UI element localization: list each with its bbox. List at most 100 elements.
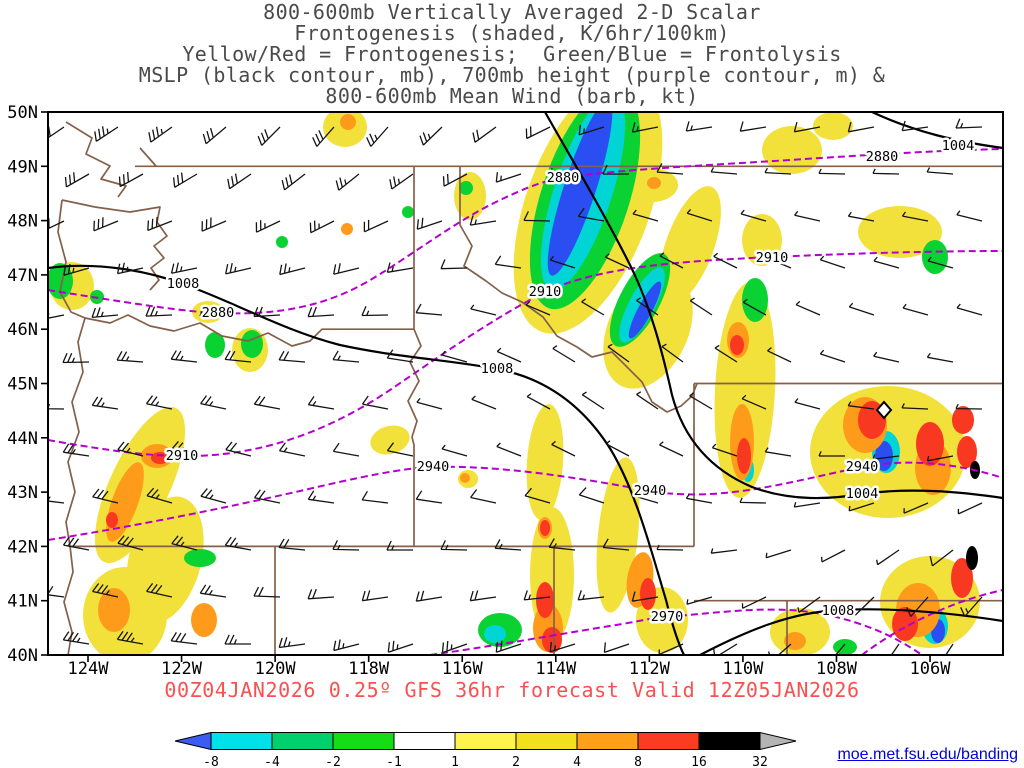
shade-region xyxy=(833,639,857,655)
shade-region xyxy=(547,112,613,276)
wind-barb xyxy=(307,396,335,410)
wind-barb xyxy=(577,590,605,601)
wind-barb xyxy=(441,444,468,457)
wind-barb xyxy=(821,549,846,563)
wind-barb xyxy=(278,637,306,649)
colorbar-segment xyxy=(271,732,334,750)
wind-barb xyxy=(551,440,576,457)
wind-barb xyxy=(332,350,360,363)
wind-barb xyxy=(361,490,389,504)
lat-tick-label: 48N xyxy=(7,212,38,232)
wind-barb xyxy=(581,298,605,316)
title-line-1: 800-600mb Vertically Averaged 2-D Scalar xyxy=(263,0,761,24)
wind-barb xyxy=(636,297,659,316)
wind-barb xyxy=(146,487,173,504)
wind-barb xyxy=(794,398,821,410)
wind-barb xyxy=(872,168,900,175)
wind-barb xyxy=(819,349,846,363)
wind-barb xyxy=(876,549,900,566)
wind-barb xyxy=(710,548,738,554)
wind-barb xyxy=(901,211,929,222)
wind-barb xyxy=(714,344,738,363)
wind-barb xyxy=(257,126,281,146)
wind-barb xyxy=(926,455,954,462)
wind-barb xyxy=(602,164,630,175)
wind-barb xyxy=(225,441,252,457)
forecast-validity-text: 00Z04JAN2026 0.25º GFS 36hr forecast Val… xyxy=(164,678,860,702)
shade-region xyxy=(742,214,782,266)
wind-barb xyxy=(658,643,684,655)
lon-tick-label: 106W xyxy=(910,659,952,679)
wind-barb xyxy=(278,350,306,363)
mslp-contour xyxy=(871,112,1003,150)
wind-barb xyxy=(145,395,173,410)
height-contour-label: 2910 xyxy=(756,250,789,266)
lat-tick-label: 45N xyxy=(7,375,38,395)
wind-barb xyxy=(281,173,306,191)
wind-barb xyxy=(332,442,360,457)
wind-barb xyxy=(361,590,389,602)
shade-region xyxy=(647,177,661,189)
wind-barb xyxy=(470,304,497,316)
shade-region xyxy=(966,546,978,570)
wind-barb xyxy=(278,538,306,551)
wind-barb xyxy=(48,313,65,319)
mslp-contour-label: 1008 xyxy=(167,276,200,292)
map-axes: 50N 49N 48N 47N 46N 45N 44N 43N 42N 41N 40N 124W 122… xyxy=(7,103,951,679)
wind-barb xyxy=(656,163,684,175)
wind-barb xyxy=(332,540,360,551)
height-contour xyxy=(48,250,1003,458)
shade-region xyxy=(737,438,751,474)
shade-region xyxy=(640,578,656,610)
wind-barb xyxy=(927,256,954,269)
wind-barb xyxy=(901,120,929,132)
wind-barb xyxy=(471,395,497,410)
wind-barb xyxy=(872,454,900,460)
colorbar-legend: -8 -4 -2 -1 1 2 4 8 16 32 xyxy=(174,731,797,768)
wind-barb xyxy=(956,303,983,316)
lon-tick-label: 118W xyxy=(348,659,390,679)
wind-barb xyxy=(386,540,413,551)
wind-barb xyxy=(307,306,335,318)
shade-region xyxy=(106,512,118,528)
lon-tick-label: 110W xyxy=(722,659,764,679)
wind-barb xyxy=(957,502,983,515)
wind-barb xyxy=(333,263,360,275)
coastline xyxy=(57,199,86,655)
shade-region xyxy=(370,425,410,455)
wind-barb xyxy=(118,172,144,188)
lon-tick-label: 120W xyxy=(255,659,297,679)
shade-region xyxy=(276,236,288,248)
wind-barb xyxy=(416,217,443,230)
wind-barb xyxy=(739,497,767,504)
colorbar-segment xyxy=(576,732,639,750)
wind-barb xyxy=(906,596,929,617)
colorbar-segment xyxy=(637,732,700,750)
wind-barb xyxy=(200,395,227,410)
wind-barb xyxy=(386,262,414,273)
wind-barb xyxy=(202,126,227,145)
wind-barb xyxy=(48,218,65,230)
height-contour xyxy=(429,608,923,655)
shade-region xyxy=(459,181,473,195)
wind-barb xyxy=(764,447,792,457)
mslp-contours xyxy=(48,112,1003,655)
wind-barb xyxy=(739,121,767,132)
mslp-contour xyxy=(544,112,1003,500)
lat-tick-label: 50N xyxy=(7,103,38,123)
wind-barb xyxy=(415,590,443,602)
wind-barb xyxy=(170,632,198,645)
wind-barb xyxy=(224,350,252,363)
height-contour-label: 2880 xyxy=(202,305,235,321)
shade-region xyxy=(730,335,744,355)
shade-region xyxy=(98,588,130,632)
wind-barb xyxy=(495,640,522,653)
wind-barb xyxy=(253,395,281,410)
colorbar-tick-label: 16 xyxy=(691,755,707,768)
wind-barb xyxy=(148,126,173,143)
wind-barb xyxy=(524,487,551,504)
wind-barb xyxy=(62,536,90,551)
banding-link[interactable]: moe.met.fsu.edu/banding xyxy=(837,746,1018,763)
height-contour-label: 2940 xyxy=(417,459,450,475)
wind-barb xyxy=(632,209,659,222)
